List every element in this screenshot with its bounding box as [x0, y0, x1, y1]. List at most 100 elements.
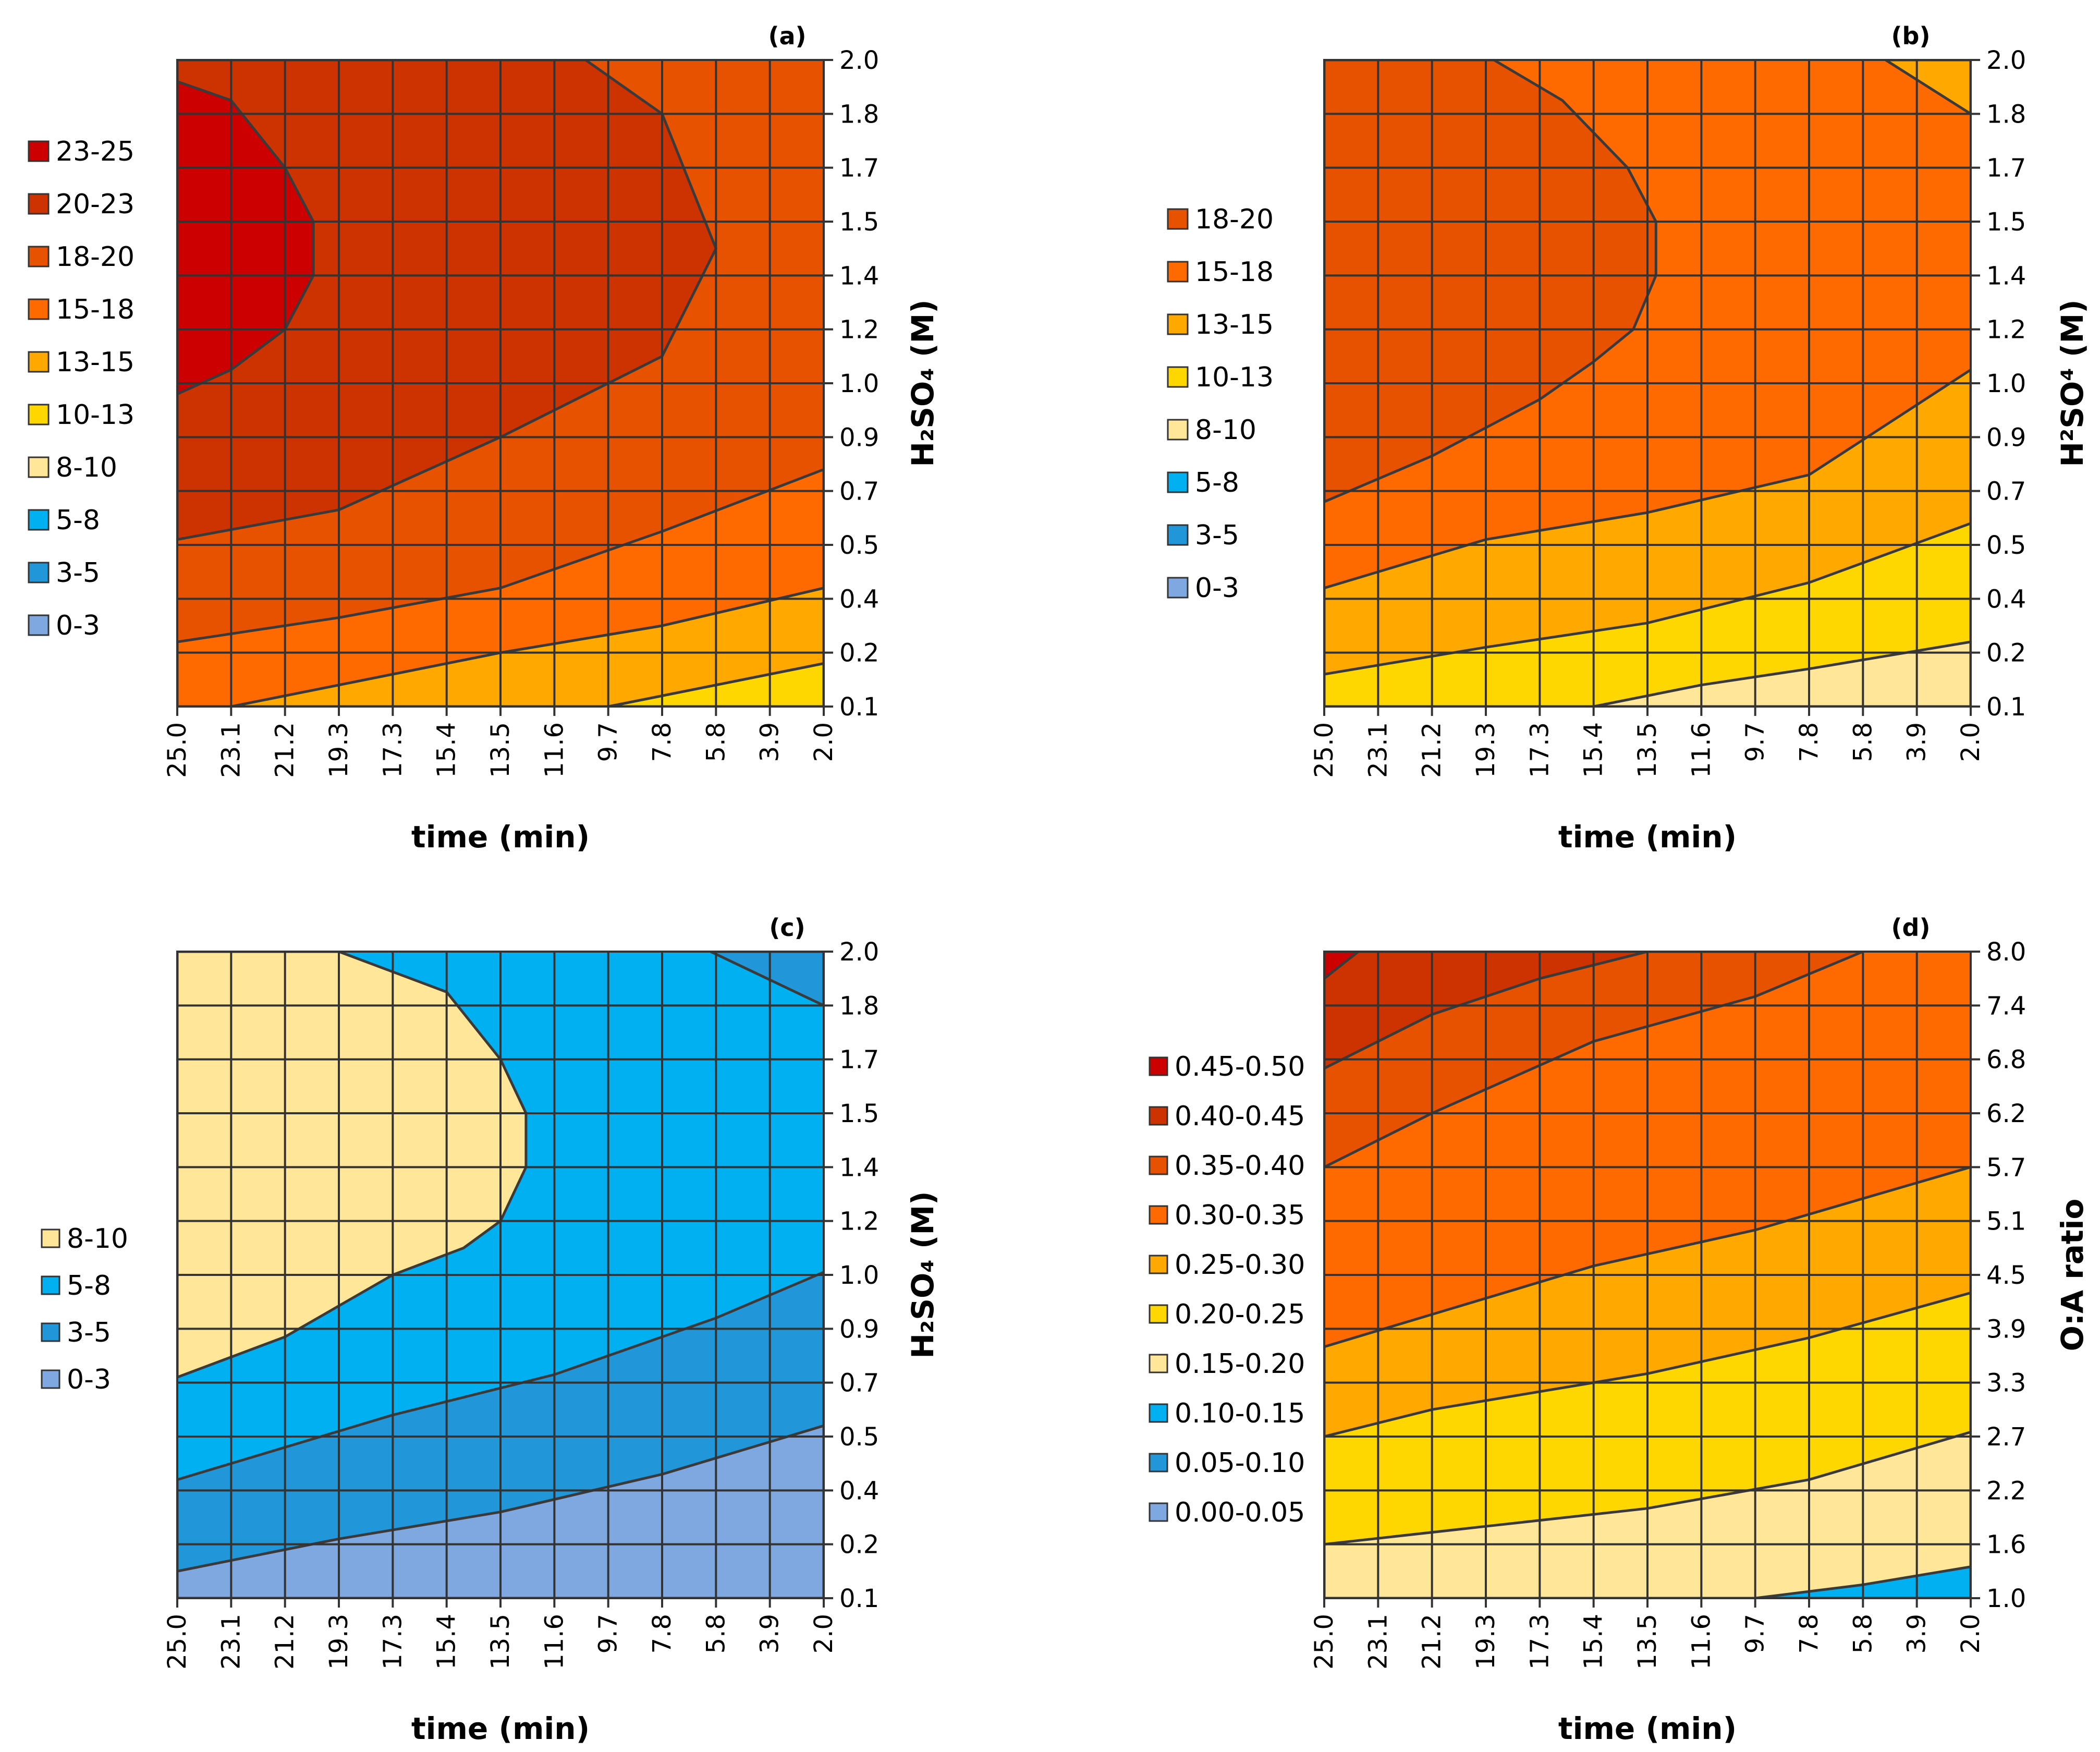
y-tick-label: 1.7	[839, 154, 879, 183]
y-axis-title: H₂SO₄ (M)	[905, 299, 941, 467]
panel-label: (d)	[1891, 914, 1931, 942]
x-axis-title: time (min)	[411, 1711, 590, 1746]
y-tick-label: 3.3	[1986, 1369, 2026, 1398]
x-tick-label: 9.7	[1741, 1614, 1770, 1653]
x-tick-label: 25.0	[1310, 1614, 1339, 1670]
y-tick-label: 2.7	[1986, 1422, 2026, 1452]
y-tick-label: 0.7	[839, 1369, 879, 1398]
y-tick-label: 7.4	[1986, 991, 2026, 1020]
x-tick-label: 21.2	[271, 1614, 300, 1670]
x-tick-label: 7.8	[648, 722, 677, 762]
y-tick-label: 4.5	[1986, 1261, 2026, 1290]
panel-label: (b)	[1891, 22, 1931, 50]
legend-label: 0-3	[1195, 573, 1239, 604]
legend-label: 18-20	[56, 241, 135, 273]
y-tick-label: 5.1	[1986, 1207, 2026, 1236]
x-tick-label: 25.0	[1310, 722, 1339, 778]
legend-swatch	[28, 509, 50, 531]
y-tick-label: 3.9	[1986, 1315, 2026, 1344]
x-tick-label: 2.0	[809, 1614, 838, 1653]
y-tick-label: 5.7	[1986, 1153, 2026, 1182]
x-tick-label: 23.1	[1363, 1614, 1393, 1670]
x-tick-label: 11.6	[1687, 722, 1716, 778]
x-tick-label: 3.9	[1902, 722, 1932, 762]
x-tick-label: 13.5	[1633, 1614, 1662, 1670]
legend-swatch	[1167, 208, 1189, 230]
y-tick-label: 6.8	[1986, 1045, 2026, 1075]
y-tick-label: 0.5	[1986, 531, 2026, 560]
legend-label: 18-20	[1195, 204, 1274, 235]
x-tick-label: 2.0	[809, 722, 838, 762]
y-tick-label: 2.0	[1986, 46, 2026, 75]
y-tick-label: 1.5	[1986, 208, 2026, 237]
y-tick-label: 0.4	[839, 585, 879, 614]
y-tick-label: 2.0	[839, 938, 879, 967]
y-tick-label: 2.2	[1986, 1476, 2026, 1505]
panel-b: 25.0 23.1 21.2 19.3 17.3 15.4 13.5 11.6 9.7 7.8 5.…	[1167, 22, 2090, 855]
y-tick-label: 1.0	[839, 1261, 879, 1290]
y-tick-label: 0.4	[1986, 585, 2026, 614]
y-tick-label: 1.7	[839, 1045, 879, 1075]
legend-swatch	[28, 562, 50, 583]
legend-label: 5-8	[1195, 467, 1239, 498]
legend-swatch	[1167, 471, 1189, 493]
y-tick-label: 1.6	[1986, 1530, 2026, 1560]
x-axis-title: time (min)	[1558, 1711, 1737, 1746]
legend-swatch	[41, 1275, 60, 1295]
y-tick-label: 0.4	[839, 1476, 879, 1505]
y-tick-label: 0.9	[839, 423, 879, 452]
legend-label: 23-25	[56, 136, 135, 167]
legend-label: 3-5	[1195, 520, 1239, 551]
x-tick-label: 7.8	[1794, 1614, 1824, 1653]
legend-swatch	[1149, 1304, 1168, 1324]
x-tick-label: 25.0	[163, 722, 192, 778]
panel-label: (c)	[769, 914, 805, 942]
y-axis-title: H₂SO₄ (M)	[905, 1191, 941, 1358]
y-tick-label: 0.5	[839, 531, 879, 560]
x-tick-label: 5.8	[1848, 1614, 1877, 1653]
contour-region	[177, 952, 528, 1379]
legend-swatch	[28, 246, 50, 267]
x-tick-label: 23.1	[216, 722, 246, 778]
y-tick-label: 1.0	[839, 369, 879, 398]
x-tick-label: 7.8	[1794, 722, 1824, 762]
y-tick-label: 0.2	[839, 1530, 879, 1560]
x-tick-label: 2.0	[1956, 1614, 1985, 1653]
legend-swatch	[1149, 1502, 1168, 1522]
y-tick-label: 0.1	[839, 1584, 879, 1613]
legend-swatch	[1149, 1155, 1168, 1175]
y-tick-label: 1.8	[839, 100, 879, 129]
legend-label: 0.35-0.40	[1175, 1150, 1305, 1182]
legend-label: 0.00-0.05	[1175, 1497, 1305, 1528]
y-tick-label: 1.8	[1986, 100, 2026, 129]
legend-label: 5-8	[56, 505, 100, 536]
legend-swatch	[41, 1322, 60, 1342]
legend-label: 3-5	[56, 557, 100, 589]
y-tick-label: 8.0	[1986, 938, 2026, 967]
legend-label: 15-18	[1195, 257, 1274, 288]
legend-swatch	[1149, 1255, 1168, 1274]
x-tick-label: 15.4	[1579, 722, 1608, 778]
y-tick-label: 1.2	[1986, 315, 2026, 345]
y-axis-title: O:A ratio	[2055, 1199, 2090, 1352]
legend-swatch	[1149, 1056, 1168, 1076]
y-tick-label: 1.4	[1986, 261, 2026, 290]
x-tick-label: 2.0	[1956, 722, 1985, 762]
contour-region	[1324, 952, 1360, 980]
x-tick-label: 9.7	[594, 1614, 623, 1653]
x-tick-label: 9.7	[1741, 722, 1770, 762]
x-tick-label: 5.8	[701, 722, 730, 762]
y-axis-title: H²SO⁴ (M)	[2055, 299, 2090, 467]
x-tick-label: 15.4	[432, 1614, 461, 1670]
x-tick-label: 11.6	[540, 1614, 569, 1670]
y-tick-label: 1.4	[839, 261, 879, 290]
y-tick-label: 1.5	[839, 1099, 879, 1128]
y-tick-label: 0.1	[839, 692, 879, 722]
legend-swatch	[28, 614, 50, 636]
panel-a: 25.0 23.1 21.2 19.3 17.3 15.4 13.5 11.6 9.7 7.8 5.…	[28, 22, 941, 855]
legend-label: 8-10	[56, 452, 117, 483]
x-tick-label: 13.5	[486, 1614, 515, 1670]
y-tick-label: 1.2	[839, 315, 879, 345]
legend-swatch	[1167, 419, 1189, 441]
y-tick-label: 1.4	[839, 1153, 879, 1182]
